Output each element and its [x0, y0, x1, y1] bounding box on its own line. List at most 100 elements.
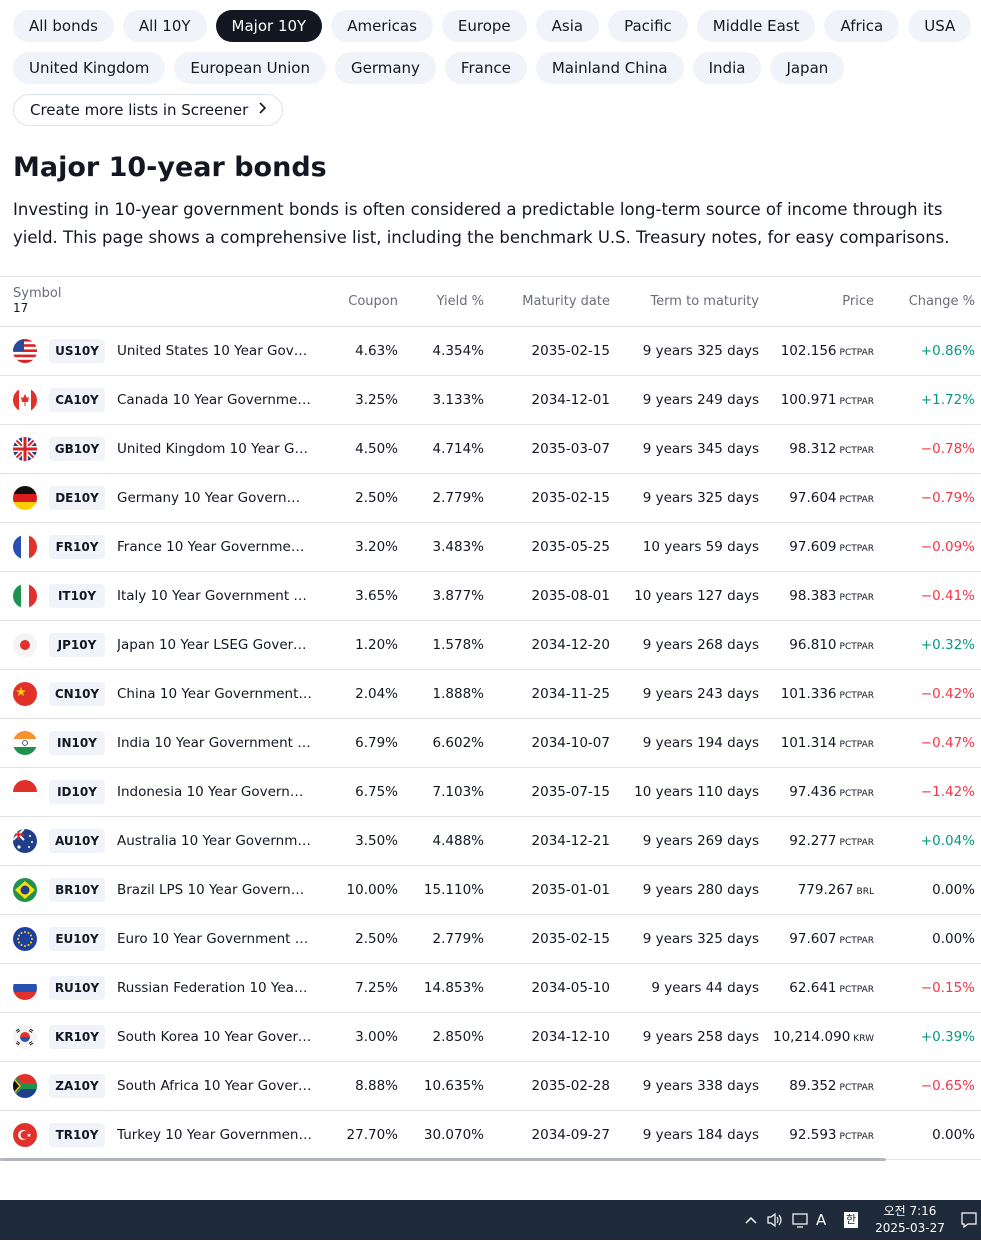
yield-cell: 1.888% [432, 686, 484, 702]
bond-name[interactable]: Russian Federation 10 Year G... [117, 980, 312, 996]
filter-chip-major-10y[interactable]: Major 10Y [215, 10, 323, 42]
filter-chip-germany[interactable]: Germany [334, 52, 436, 84]
bond-name[interactable]: Brazil LPS 10 Year Governme... [117, 882, 312, 898]
ticker-badge[interactable]: JP10Y [49, 633, 105, 657]
table-row[interactable]: KR10Y South Korea 10 Year Govern... 3.00% 2… [0, 1013, 981, 1062]
table-row[interactable]: IT10Y Italy 10 Year Government Bo... 3.65%… [0, 572, 981, 621]
term-cell: 9 years 249 days [642, 392, 759, 408]
ticker-badge[interactable]: ID10Y [49, 780, 105, 804]
filter-chip-all-10y[interactable]: All 10Y [122, 10, 207, 42]
price-value: 92.277 [789, 833, 837, 849]
table-row[interactable]: GB10Y United Kingdom 10 Year Gov... 4.50% 4… [0, 425, 981, 474]
table-row[interactable]: RU10Y Russian Federation 10 Year G... 7.25… [0, 964, 981, 1013]
table-row[interactable]: CN10Y China 10 Year Government B... 2.04% 1… [0, 670, 981, 719]
term-cell: 10 years 110 days [634, 784, 759, 800]
table-body: US10Y United States 10 Year Gover... 4.63%… [0, 327, 981, 1160]
ticker-badge[interactable]: US10Y [49, 339, 105, 363]
header-change[interactable]: Change % [908, 294, 975, 309]
bond-name[interactable]: Turkey 10 Year Government ... [117, 1127, 312, 1143]
price-unit: PCTPAR [839, 740, 874, 750]
maturity-cell: 2034-12-10 [531, 1029, 610, 1045]
price-cell: 97.604 PCTPAR [789, 474, 874, 524]
ticker-badge[interactable]: BR10Y [49, 878, 105, 902]
header-term[interactable]: Term to maturity [650, 294, 759, 309]
filter-chip-japan[interactable]: Japan [770, 52, 845, 84]
filter-chip-usa[interactable]: USA [908, 10, 972, 42]
table-row[interactable]: IN10Y India 10 Year Government Bo... 6.79%… [0, 719, 981, 768]
screener-link[interactable]: Create more lists in Screener [13, 94, 284, 126]
ticker-badge[interactable]: IT10Y [49, 584, 105, 608]
filter-chip-all-bonds[interactable]: All bonds [13, 10, 114, 42]
table-row[interactable]: AU10Y Australia 10 Year Governmen... 3.50%… [0, 817, 981, 866]
ticker-badge[interactable]: EU10Y [49, 927, 105, 951]
filter-chip-france[interactable]: France [444, 52, 527, 84]
table-row[interactable]: DE10Y Germany 10 Year Governmen... 2.50% 2.… [0, 474, 981, 523]
ime-mode-indicator[interactable]: A [816, 1211, 827, 1229]
table-row[interactable]: US10Y United States 10 Year Gover... 4.63%… [0, 327, 981, 376]
filter-chip-europe[interactable]: Europe [441, 10, 527, 42]
table-row[interactable]: EU10Y Euro 10 Year Government Bo... 2.50% 2… [0, 915, 981, 964]
filter-chip-european-union[interactable]: European Union [174, 52, 326, 84]
filter-chip-pacific[interactable]: Pacific [608, 10, 688, 42]
bond-name[interactable]: Euro 10 Year Government Bo... [117, 931, 312, 947]
bond-name[interactable]: South Korea 10 Year Govern... [117, 1029, 312, 1045]
header-symbol[interactable]: Symbol 17 [13, 286, 61, 316]
ticker-badge[interactable]: AU10Y [49, 829, 105, 853]
change-cell: −0.41% [920, 588, 975, 604]
yield-cell: 4.714% [432, 441, 484, 457]
header-price[interactable]: Price [842, 294, 874, 309]
ticker-badge[interactable]: CN10Y [49, 682, 105, 706]
yield-cell: 2.779% [432, 931, 484, 947]
bond-name[interactable]: Italy 10 Year Government Bo... [117, 588, 312, 604]
ticker-badge[interactable]: FR10Y [49, 535, 105, 559]
bond-name[interactable]: United Kingdom 10 Year Gov... [117, 441, 312, 457]
price-value: 100.971 [780, 392, 837, 408]
chevron-up-icon[interactable] [744, 1200, 758, 1240]
table-row[interactable]: TR10Y Turkey 10 Year Government ... 27.70%… [0, 1111, 981, 1160]
horizontal-scrollbar[interactable] [0, 1158, 886, 1161]
filter-chip-africa[interactable]: Africa [824, 10, 900, 42]
header-maturity[interactable]: Maturity date [522, 294, 610, 309]
filter-chip-asia[interactable]: Asia [535, 10, 600, 42]
bond-name[interactable]: South Africa 10 Year Govern... [117, 1078, 312, 1094]
table-row[interactable]: JP10Y Japan 10 Year LSEG Govern... 1.20% 1.… [0, 621, 981, 670]
ticker-badge[interactable]: RU10Y [49, 976, 105, 1000]
filter-chip-middle-east[interactable]: Middle East [696, 10, 816, 42]
ticker-badge[interactable]: GB10Y [49, 437, 105, 461]
filter-chip-mainland-china[interactable]: Mainland China [535, 52, 684, 84]
bond-name[interactable]: Indonesia 10 Year Governme... [117, 784, 312, 800]
network-icon[interactable] [791, 1200, 809, 1240]
ticker-badge[interactable]: CA10Y [49, 388, 105, 412]
bond-name[interactable]: Japan 10 Year LSEG Govern... [117, 637, 312, 653]
header-yield[interactable]: Yield % [436, 294, 484, 309]
table-row[interactable]: ZA10Y South Africa 10 Year Govern... 8.88%… [0, 1062, 981, 1111]
price-cell: 100.971 PCTPAR [781, 376, 874, 426]
ticker-badge[interactable]: IN10Y [49, 731, 105, 755]
yield-cell: 30.070% [423, 1127, 484, 1143]
bond-name[interactable]: India 10 Year Government Bo... [117, 735, 312, 751]
notification-icon[interactable] [960, 1200, 978, 1240]
table-row[interactable]: ID10Y Indonesia 10 Year Governme... 6.75% 7… [0, 768, 981, 817]
bond-name[interactable]: Germany 10 Year Governmen... [117, 490, 312, 506]
filter-chip-india[interactable]: India [692, 52, 762, 84]
speaker-icon[interactable] [766, 1200, 784, 1240]
clock[interactable]: 오전 7:16 2025-03-27 [868, 1203, 952, 1237]
bond-name[interactable]: China 10 Year Government B... [117, 686, 312, 702]
ticker-badge[interactable]: ZA10Y [49, 1074, 105, 1098]
bond-name[interactable]: United States 10 Year Gover... [117, 343, 312, 359]
table-row[interactable]: BR10Y Brazil LPS 10 Year Governme... 10.00… [0, 866, 981, 915]
table-row[interactable]: CA10Y Canada 10 Year Government ... 3.25% 3… [0, 376, 981, 425]
bond-name[interactable]: Australia 10 Year Governmen... [117, 833, 312, 849]
filter-chip-americas[interactable]: Americas [331, 10, 433, 42]
filter-chip-united-kingdom[interactable]: United Kingdom [13, 52, 166, 84]
bond-name[interactable]: France 10 Year Government ... [117, 539, 312, 555]
ticker-badge[interactable]: TR10Y [49, 1123, 105, 1147]
table-row[interactable]: FR10Y France 10 Year Government ... 3.20% 3… [0, 523, 981, 572]
ticker-badge[interactable]: DE10Y [49, 486, 105, 510]
ime-lang-indicator[interactable]: 한 [844, 1212, 858, 1228]
price-value: 101.314 [780, 735, 837, 751]
ticker-badge[interactable]: KR10Y [49, 1025, 105, 1049]
header-coupon[interactable]: Coupon [348, 294, 398, 309]
bond-name[interactable]: Canada 10 Year Government ... [117, 392, 312, 408]
change-cell: −0.09% [920, 539, 975, 555]
